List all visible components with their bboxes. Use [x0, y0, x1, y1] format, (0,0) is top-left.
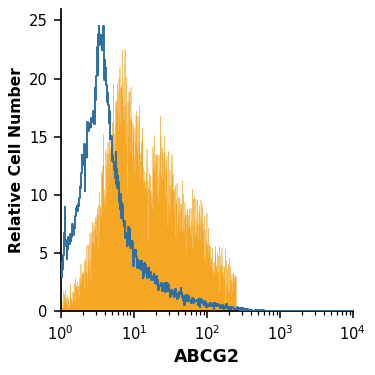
X-axis label: ABCG2: ABCG2 — [174, 348, 240, 366]
Y-axis label: Relative Cell Number: Relative Cell Number — [9, 67, 24, 253]
